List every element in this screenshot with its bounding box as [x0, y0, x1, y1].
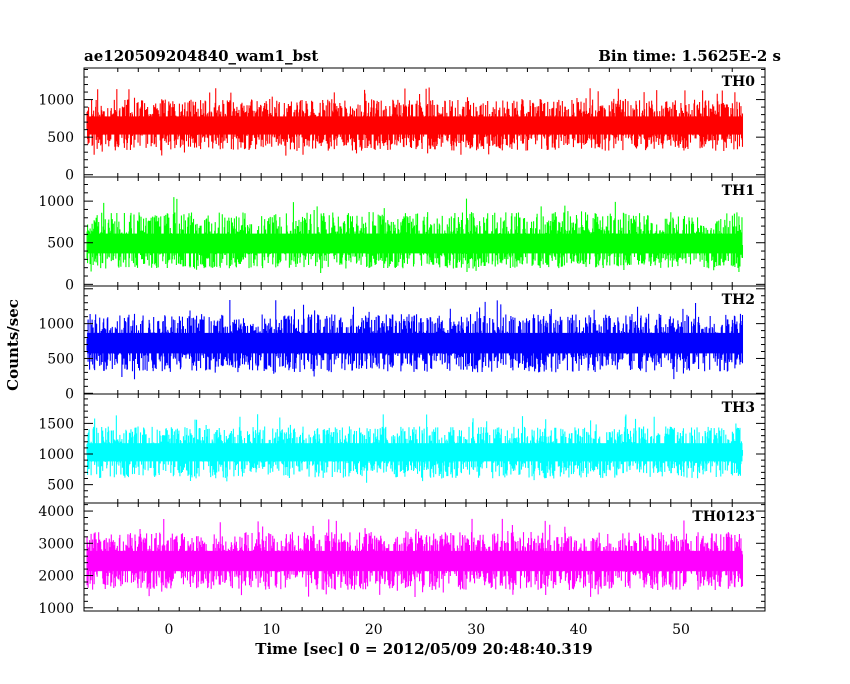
panel-th3: 500 1000 1500 TH3: [38, 393, 766, 504]
y-tick-label: 3000: [38, 536, 74, 552]
panel-label-th3: TH3: [722, 400, 755, 416]
y-tick-label: 1000: [38, 601, 74, 617]
y-tick-label: 0: [65, 168, 74, 184]
panel-frame: [83, 502, 766, 612]
x-tick-label: 50: [672, 622, 690, 638]
y-tick-label: 1000: [38, 194, 74, 210]
y-tick-label: 0: [65, 386, 74, 402]
series-core-th2: [87, 332, 743, 354]
x-axis-tick-labels: 0 10 20 30 40 50: [165, 622, 690, 638]
x-tick-label: 40: [570, 622, 588, 638]
x-tick-label: 0: [165, 622, 174, 638]
y-tick-label: 500: [47, 478, 74, 494]
panel-stack: 0 500 1000 TH0 0 500 1000 TH1 0 500 1000 TH2 500 1000…: [38, 67, 766, 617]
y-tick-label: 500: [47, 351, 74, 367]
series-core-th0: [87, 116, 743, 135]
chart-title: ae120509204840_wam1_bst: [84, 47, 318, 65]
panel-th0: 0 500 1000 TH0: [38, 67, 766, 184]
x-tick-label: 30: [467, 622, 485, 638]
panel-th2: 0 500 1000 TH2: [38, 285, 766, 402]
y-tick-label: 500: [47, 130, 74, 146]
panel-label-th0: TH0: [722, 74, 756, 90]
y-tick-label: 1000: [38, 447, 74, 463]
y-tick-label: 1000: [38, 93, 74, 109]
y-tick-label: 1000: [38, 317, 74, 333]
panel-th1: 0 500 1000 TH1: [38, 176, 766, 293]
panel-label-th0123: TH0123: [692, 509, 755, 525]
series-core-th3: [87, 443, 743, 462]
y-axis-title: Counts/sec: [4, 299, 22, 391]
x-tick-label: 20: [365, 622, 383, 638]
panel-label-th1: TH1: [722, 183, 755, 199]
series-core-th0123: [87, 550, 743, 572]
x-axis-title: Time [sec] 0 = 2012/05/09 20:48:40.319: [255, 640, 592, 658]
y-tick-label: 500: [47, 236, 74, 252]
panel-label-th2: TH2: [722, 292, 755, 308]
panel-th0123: 1000 2000 3000 4000 TH0123: [38, 502, 766, 617]
y-tick-label: 1500: [38, 416, 74, 432]
series-core-th1: [87, 233, 743, 254]
y-tick-label: 2000: [38, 569, 74, 585]
x-tick-label: 10: [262, 622, 280, 638]
y-tick-label: 0: [65, 277, 74, 293]
y-tick-label: 4000: [38, 504, 74, 520]
bin-time-label: Bin time: 1.5625E-2 s: [598, 47, 781, 65]
